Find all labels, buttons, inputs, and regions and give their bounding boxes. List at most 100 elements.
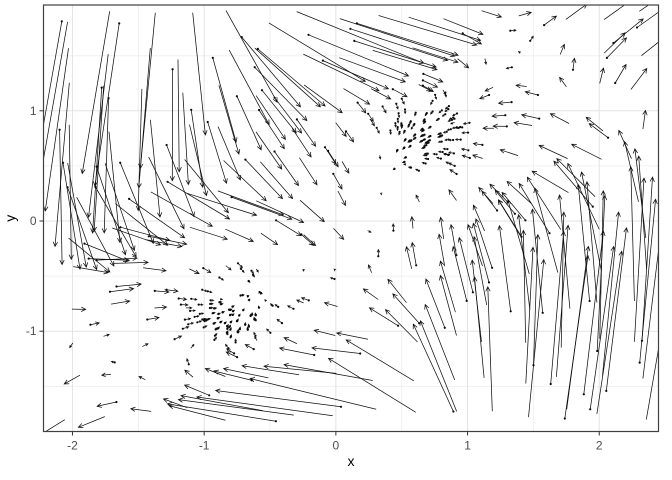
seed-point xyxy=(468,121,471,124)
arrow xyxy=(410,241,417,266)
seed-point xyxy=(181,327,184,330)
arrow xyxy=(448,189,457,201)
arrow xyxy=(88,257,131,263)
arrow xyxy=(449,169,457,175)
arrow xyxy=(472,204,485,232)
arrow xyxy=(257,48,326,107)
seed-point xyxy=(177,297,180,300)
arrow xyxy=(69,342,74,349)
seed-point xyxy=(356,101,359,104)
seed-point xyxy=(271,304,274,307)
arrow xyxy=(303,84,343,114)
seed-point xyxy=(466,131,470,134)
seed-point xyxy=(424,120,427,123)
seed-point xyxy=(208,394,211,397)
seed-point xyxy=(409,120,412,123)
arrow xyxy=(516,213,531,311)
arrow xyxy=(645,346,659,420)
arrow xyxy=(559,43,566,55)
seed-point xyxy=(408,123,411,126)
arrow xyxy=(264,299,267,302)
seed-point xyxy=(423,138,426,141)
arrow xyxy=(178,297,188,301)
seed-point xyxy=(237,331,240,334)
seed-point xyxy=(227,308,231,311)
arrow xyxy=(367,264,372,273)
seed-point xyxy=(211,56,214,60)
arrow xyxy=(260,232,279,246)
arrow xyxy=(303,53,380,92)
arrow xyxy=(180,393,264,412)
arrow xyxy=(570,143,602,160)
seed-point xyxy=(513,212,517,215)
seed-point xyxy=(213,307,216,310)
arrow xyxy=(501,191,526,221)
arrow xyxy=(403,162,407,166)
seed-point xyxy=(426,141,429,144)
arrow xyxy=(291,128,312,158)
arrow xyxy=(138,376,146,381)
arrow xyxy=(225,10,278,103)
seed-point xyxy=(247,279,250,283)
seed-point xyxy=(396,148,399,152)
arrow xyxy=(245,159,284,200)
arrow xyxy=(296,299,304,304)
seed-point xyxy=(273,96,276,99)
seed-point xyxy=(452,410,455,413)
seed-point xyxy=(146,318,149,321)
seed-point xyxy=(397,324,400,327)
seed-point xyxy=(234,341,237,344)
x-axis-title: x xyxy=(348,453,355,469)
arrow xyxy=(236,96,262,151)
seed-point xyxy=(95,259,98,262)
seed-point xyxy=(367,112,370,115)
arrow xyxy=(324,146,337,165)
arrow xyxy=(223,160,267,202)
arrow xyxy=(419,320,458,412)
seed-point xyxy=(355,22,358,25)
seed-point xyxy=(439,157,442,160)
arrow xyxy=(494,189,516,215)
arrow xyxy=(350,28,449,62)
seed-point xyxy=(115,285,118,288)
seed-point xyxy=(197,303,200,306)
seed-point xyxy=(444,91,447,94)
arrow xyxy=(108,131,123,244)
seed-point xyxy=(398,130,401,133)
arrow xyxy=(506,180,532,204)
seed-point xyxy=(403,129,406,132)
seed-point xyxy=(292,307,295,310)
seed-point xyxy=(165,143,168,147)
seed-point xyxy=(614,81,617,85)
seed-point xyxy=(403,160,406,163)
seed-point xyxy=(429,125,432,128)
seed-point xyxy=(450,118,453,121)
seed-point xyxy=(227,347,230,350)
arrow xyxy=(129,406,152,412)
seed-point xyxy=(431,110,434,113)
arrow xyxy=(443,18,484,36)
arrow xyxy=(154,304,168,310)
arrow xyxy=(618,129,632,159)
seed-point xyxy=(414,136,417,139)
arrow xyxy=(571,57,577,70)
arrow xyxy=(559,76,567,88)
seed-point xyxy=(202,267,205,270)
arrow xyxy=(526,176,562,230)
seed-point xyxy=(196,321,199,324)
arrow xyxy=(142,343,149,347)
seed-point xyxy=(422,72,425,75)
arrow xyxy=(513,120,533,126)
seed-point xyxy=(536,93,540,97)
arrow xyxy=(438,216,445,240)
arrow xyxy=(337,190,346,207)
x-tick-label: -1 xyxy=(199,439,210,453)
arrow xyxy=(356,23,459,57)
arrow xyxy=(410,126,414,130)
arrow xyxy=(491,113,506,119)
seed-point xyxy=(410,139,413,142)
seed-point xyxy=(239,267,242,270)
arrow xyxy=(255,95,286,141)
arrow xyxy=(184,159,229,214)
seed-point xyxy=(165,288,168,291)
